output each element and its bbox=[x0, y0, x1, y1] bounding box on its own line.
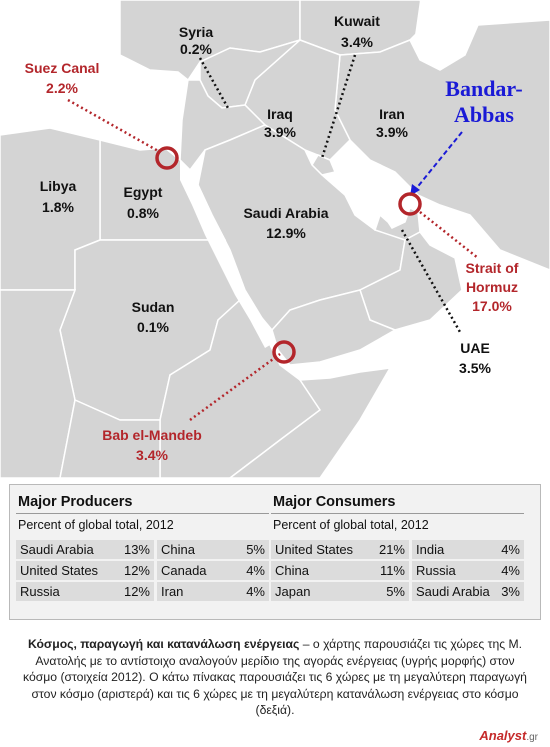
leader-bab-el-mandeb bbox=[189, 352, 281, 422]
consumers-panel: Major Consumers Percent of global total,… bbox=[271, 491, 524, 603]
marker-suez-canal bbox=[155, 146, 179, 170]
value-saudi-arabia: 12.9% bbox=[266, 225, 306, 241]
label-libya: Libya bbox=[40, 178, 77, 194]
land-south bbox=[59, 398, 161, 478]
value-syria: 0.2% bbox=[180, 41, 212, 57]
caption-heading: Κόσμος, παραγωγή και κατανάλωση ενέργεια… bbox=[27, 637, 300, 651]
leader-bandar-abbas bbox=[414, 131, 463, 191]
label-bab-el-mandeb: Bab el-Mandeb bbox=[102, 427, 202, 443]
label-syria: Syria bbox=[179, 24, 213, 40]
value-sudan: 0.1% bbox=[137, 319, 169, 335]
marker-strait-of-hormuz bbox=[398, 192, 422, 216]
energy-tables: Major Producers Percent of global total,… bbox=[9, 484, 541, 620]
label-bandar-abbas-1: Bandar- bbox=[445, 76, 522, 101]
value-egypt: 0.8% bbox=[127, 205, 159, 221]
table-row: Canada 4% bbox=[157, 561, 269, 580]
table-row: Saudi Arabia 3% bbox=[412, 582, 524, 601]
label-strait-of-hormuz-2: Hormuz bbox=[466, 279, 518, 295]
marker-bab-el-mandeb bbox=[272, 340, 296, 364]
leader-kuwait bbox=[320, 54, 357, 159]
value-uae: 3.5% bbox=[459, 360, 491, 376]
label-uae: UAE bbox=[460, 340, 490, 356]
producers-panel: Major Producers Percent of global total,… bbox=[16, 491, 269, 603]
value-kuwait: 3.4% bbox=[341, 34, 373, 50]
map-caption: Κόσμος, παραγωγή και κατανάλωση ενέργεια… bbox=[22, 636, 528, 719]
value-iran: 3.9% bbox=[376, 124, 408, 140]
value-suez-canal: 2.2% bbox=[46, 80, 78, 96]
country-oman bbox=[359, 231, 463, 331]
table-row: Saudi Arabia 13% bbox=[16, 540, 154, 559]
table-row: Iran 4% bbox=[157, 582, 269, 601]
table-row: China 5% bbox=[157, 540, 269, 559]
label-egypt: Egypt bbox=[124, 184, 163, 200]
caption-text: – ο χάρτης παρουσιάζει τις χώρες της Μ. … bbox=[23, 637, 527, 717]
middle-east-map: Syria 0.2% Kuwait 3.4% Iraq 3.9% Iran 3.… bbox=[0, 0, 550, 478]
consumers-subtitle: Percent of global total, 2012 bbox=[273, 518, 429, 532]
label-strait-of-hormuz-1: Strait of bbox=[466, 260, 519, 276]
logo-name: Analyst bbox=[479, 728, 527, 743]
table-row: Russia 4% bbox=[412, 561, 524, 580]
label-iraq: Iraq bbox=[267, 106, 293, 122]
persian-gulf bbox=[330, 140, 418, 230]
label-sudan: Sudan bbox=[132, 299, 175, 315]
analyst-logo: Analyst.gr bbox=[479, 728, 538, 743]
value-bab-el-mandeb: 3.4% bbox=[136, 447, 168, 463]
table-row: Japan 5% bbox=[271, 582, 409, 601]
label-saudi-arabia: Saudi Arabia bbox=[243, 205, 328, 221]
producers-title: Major Producers bbox=[16, 491, 269, 514]
label-iran: Iran bbox=[379, 106, 405, 122]
table-row: India 4% bbox=[412, 540, 524, 559]
caspian-sea bbox=[415, 0, 478, 70]
country-yemen bbox=[271, 289, 397, 366]
country-somalia bbox=[228, 367, 392, 478]
value-iraq: 3.9% bbox=[264, 124, 296, 140]
logo-suffix: .gr bbox=[526, 732, 538, 743]
table-row: United States 12% bbox=[16, 561, 154, 580]
label-suez-canal: Suez Canal bbox=[25, 60, 100, 76]
value-libya: 1.8% bbox=[42, 199, 74, 215]
producers-subtitle: Percent of global total, 2012 bbox=[18, 518, 174, 532]
leader-hormuz bbox=[419, 211, 479, 259]
label-bandar-abbas-2: Abbas bbox=[454, 102, 514, 127]
table-row: China 11% bbox=[271, 561, 409, 580]
red-sea bbox=[180, 160, 270, 348]
value-strait-of-hormuz: 17.0% bbox=[472, 298, 512, 314]
table-row: United States 21% bbox=[271, 540, 409, 559]
land-chad bbox=[0, 289, 77, 478]
consumers-title: Major Consumers bbox=[271, 491, 524, 514]
table-row: Russia 12% bbox=[16, 582, 154, 601]
label-kuwait: Kuwait bbox=[334, 13, 380, 29]
